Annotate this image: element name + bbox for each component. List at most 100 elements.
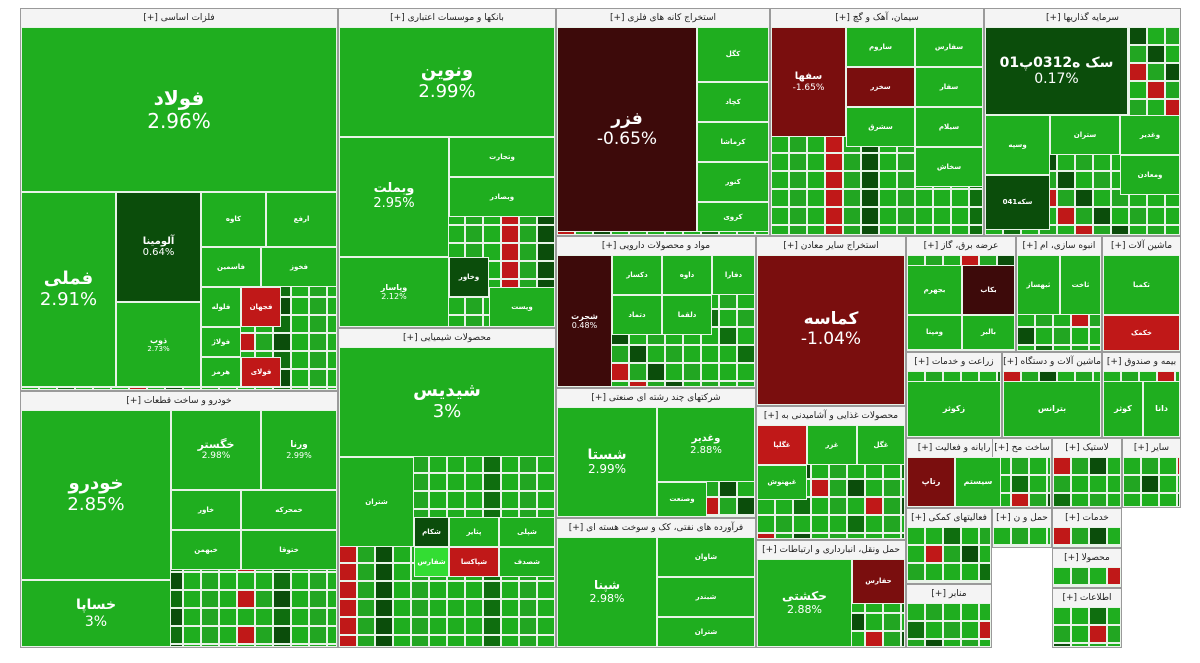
- filler-tile[interactable]: [291, 572, 309, 590]
- filler-tile[interactable]: [1093, 153, 1111, 171]
- filler-tile[interactable]: [483, 617, 501, 635]
- stock-tile[interactable]: ونوین 2.99%: [339, 27, 555, 137]
- filler-tile[interactable]: [465, 635, 483, 647]
- filler-tile[interactable]: [501, 599, 519, 617]
- filler-tile[interactable]: [829, 479, 847, 497]
- filler-tile[interactable]: [393, 581, 411, 599]
- filler-tile[interactable]: [1089, 527, 1107, 545]
- filler-tile[interactable]: [1165, 81, 1180, 99]
- stock-tile[interactable]: غبهنوش: [757, 465, 807, 500]
- filler-tile[interactable]: [1159, 475, 1177, 493]
- sector-header[interactable]: مواد و محصولات دارویی [+]: [557, 237, 755, 256]
- filler-tile[interactable]: [183, 572, 201, 590]
- filler-tile[interactable]: [1011, 545, 1029, 547]
- filler-tile[interactable]: [979, 563, 991, 581]
- filler-tile[interactable]: [719, 309, 737, 327]
- filler-tile[interactable]: [907, 545, 925, 563]
- filler-tile[interactable]: [465, 617, 483, 635]
- filler-tile[interactable]: [737, 363, 755, 381]
- filler-tile[interactable]: [501, 455, 519, 473]
- filler-tile[interactable]: [993, 527, 1011, 545]
- filler-tile[interactable]: [465, 581, 483, 599]
- sector-header[interactable]: انبوه سازی، ام [+]: [1017, 237, 1101, 256]
- filler-tile[interactable]: [1141, 475, 1159, 493]
- stock-tile[interactable]: وغدیر 2.88%: [657, 407, 755, 482]
- filler-tile[interactable]: [847, 479, 865, 497]
- stock-tile[interactable]: فولاد 2.96%: [21, 27, 337, 192]
- filler-tile[interactable]: [879, 225, 897, 235]
- filler-tile[interactable]: [1057, 207, 1075, 225]
- filler-tile[interactable]: [291, 297, 309, 315]
- filler-tile[interactable]: [429, 491, 447, 509]
- filler-tile[interactable]: [255, 644, 273, 647]
- filler-tile[interactable]: [979, 603, 991, 621]
- filler-tile[interactable]: [789, 171, 807, 189]
- filler-tile[interactable]: [375, 617, 393, 635]
- filler-tile[interactable]: [1093, 225, 1111, 235]
- filler-tile[interactable]: [951, 189, 969, 207]
- filler-tile[interactable]: [1071, 625, 1089, 643]
- filler-tile[interactable]: [1177, 475, 1180, 493]
- filler-tile[interactable]: [519, 635, 537, 647]
- filler-tile[interactable]: [93, 387, 111, 390]
- filler-tile[interactable]: [1057, 189, 1075, 207]
- filler-tile[interactable]: [807, 135, 825, 153]
- filler-tile[interactable]: [897, 171, 915, 189]
- filler-tile[interactable]: [683, 345, 701, 363]
- filler-tile[interactable]: [1011, 527, 1029, 545]
- filler-tile[interactable]: [537, 599, 555, 617]
- stock-tile[interactable]: بجهرم: [907, 265, 962, 315]
- filler-tile[interactable]: [1111, 225, 1129, 235]
- filler-tile[interactable]: [357, 581, 375, 599]
- filler-tile[interactable]: [537, 635, 555, 647]
- filler-tile[interactable]: [979, 639, 991, 647]
- filler-tile[interactable]: [1053, 493, 1071, 507]
- filler-tile[interactable]: [393, 545, 411, 563]
- filler-tile[interactable]: [327, 644, 337, 647]
- filler-tile[interactable]: [447, 315, 465, 327]
- filler-tile[interactable]: [501, 635, 519, 647]
- filler-tile[interactable]: [811, 515, 829, 533]
- stock-tile[interactable]: سخاش: [915, 147, 983, 187]
- stock-tile[interactable]: دتماد: [612, 295, 662, 335]
- stock-tile[interactable]: فجهان: [241, 287, 281, 327]
- sector-header[interactable]: فلزات اساسی [+]: [21, 9, 337, 28]
- stock-tile[interactable]: خکمک: [1103, 315, 1180, 351]
- stock-tile[interactable]: هرمز: [201, 357, 241, 387]
- filler-tile[interactable]: [309, 369, 327, 387]
- filler-tile[interactable]: [865, 533, 883, 539]
- filler-tile[interactable]: [789, 153, 807, 171]
- filler-tile[interactable]: [1141, 493, 1159, 507]
- filler-tile[interactable]: [883, 515, 901, 533]
- filler-tile[interactable]: [429, 455, 447, 473]
- filler-tile[interactable]: [429, 617, 447, 635]
- filler-tile[interactable]: [879, 171, 897, 189]
- filler-tile[interactable]: [951, 207, 969, 225]
- filler-tile[interactable]: [255, 590, 273, 608]
- filler-tile[interactable]: [519, 243, 537, 261]
- stock-tile[interactable]: سکه041: [985, 175, 1050, 230]
- stock-tile[interactable]: شاوان: [657, 537, 755, 577]
- filler-tile[interactable]: [907, 639, 925, 647]
- filler-tile[interactable]: [807, 225, 825, 235]
- filler-tile[interactable]: [375, 581, 393, 599]
- filler-tile[interactable]: [1107, 493, 1121, 507]
- filler-tile[interactable]: [683, 363, 701, 381]
- filler-tile[interactable]: [309, 644, 327, 647]
- filler-tile[interactable]: [719, 345, 737, 363]
- filler-tile[interactable]: [327, 608, 337, 626]
- filler-tile[interactable]: [273, 626, 291, 644]
- stock-tile[interactable]: دانا: [1143, 381, 1180, 437]
- filler-tile[interactable]: [357, 545, 375, 563]
- filler-tile[interactable]: [943, 621, 961, 639]
- stock-tile[interactable]: فلوله: [201, 287, 241, 327]
- filler-tile[interactable]: [411, 635, 429, 647]
- filler-tile[interactable]: [1011, 457, 1029, 475]
- stock-tile[interactable]: کماسه -1.04%: [757, 255, 905, 405]
- filler-tile[interactable]: [1177, 493, 1180, 507]
- sector-header[interactable]: خدمات [+]: [1053, 509, 1121, 528]
- filler-tile[interactable]: [933, 225, 951, 235]
- filler-tile[interactable]: [925, 527, 943, 545]
- filler-tile[interactable]: [291, 333, 309, 351]
- filler-tile[interactable]: [1129, 81, 1147, 99]
